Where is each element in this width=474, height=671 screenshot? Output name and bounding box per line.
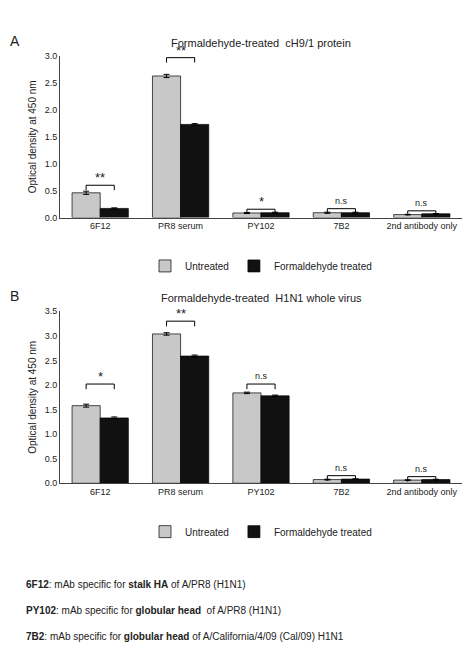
svg-text:2.0: 2.0	[45, 105, 58, 115]
svg-text:Formaldehyde treated: Formaldehyde treated	[274, 527, 372, 538]
svg-text:Optical density at 450 nm: Optical density at 450 nm	[27, 341, 38, 454]
svg-text:1.0: 1.0	[45, 429, 58, 439]
svg-text:Formaldehyde-treated H1N1 who: Formaldehyde-treated H1N1 whole virus	[161, 292, 362, 304]
svg-text:PY102: mAb specific for globul: PY102: mAb specific for globular head of…	[26, 605, 281, 616]
svg-text:0.0: 0.0	[45, 478, 58, 488]
svg-text:n.s: n.s	[255, 371, 268, 381]
svg-text:n.s: n.s	[415, 464, 428, 474]
svg-text:**: **	[95, 170, 105, 185]
svg-text:0.5: 0.5	[45, 454, 58, 464]
svg-text:PY102: PY102	[247, 487, 274, 497]
svg-text:PR8 serum: PR8 serum	[158, 221, 203, 231]
svg-text:2nd antibody only: 2nd antibody only	[387, 487, 458, 497]
svg-text:**: **	[176, 306, 186, 321]
svg-text:7B2: mAb specific for globular: 7B2: mAb specific for globular head of A…	[26, 631, 344, 642]
svg-text:3.0: 3.0	[45, 331, 58, 341]
svg-text:2nd antibody only: 2nd antibody only	[387, 221, 458, 231]
svg-text:6F12: 6F12	[90, 221, 111, 231]
svg-text:2.5: 2.5	[45, 356, 58, 366]
svg-text:B: B	[10, 288, 19, 304]
svg-text:6F12: mAb specific for stalk H: 6F12: mAb specific for stalk HA of A/PR8…	[26, 579, 246, 590]
svg-text:A: A	[10, 33, 20, 49]
svg-text:**: **	[176, 43, 186, 58]
svg-text:n.s: n.s	[415, 198, 428, 208]
svg-text:0.5: 0.5	[45, 186, 58, 196]
svg-text:1.5: 1.5	[45, 405, 58, 415]
svg-text:1.0: 1.0	[45, 159, 58, 169]
svg-text:1.5: 1.5	[45, 132, 58, 142]
svg-text:Untreated: Untreated	[185, 261, 229, 272]
svg-text:Untreated: Untreated	[185, 527, 229, 538]
svg-text:n.s: n.s	[335, 196, 348, 206]
svg-text:2.5: 2.5	[45, 78, 58, 88]
svg-text:*: *	[98, 369, 103, 384]
svg-text:3.0: 3.0	[45, 51, 58, 61]
svg-text:3.5: 3.5	[45, 306, 58, 316]
svg-text:Optical density at 450 nm: Optical density at 450 nm	[27, 80, 38, 193]
svg-text:n.s: n.s	[335, 463, 348, 473]
svg-text:7B2: 7B2	[333, 487, 349, 497]
svg-text:PR8 serum: PR8 serum	[158, 487, 203, 497]
svg-text:Formaldehyde treated: Formaldehyde treated	[274, 261, 372, 272]
svg-text:6F12: 6F12	[90, 487, 111, 497]
svg-text:7B2: 7B2	[333, 221, 349, 231]
svg-text:0.0: 0.0	[45, 213, 58, 223]
svg-text:2.0: 2.0	[45, 380, 58, 390]
svg-text:Formaldehyde-treated cH9/1 pr: Formaldehyde-treated cH9/1 protein	[171, 37, 351, 49]
svg-text:*: *	[259, 194, 264, 209]
svg-text:PY102: PY102	[247, 221, 274, 231]
